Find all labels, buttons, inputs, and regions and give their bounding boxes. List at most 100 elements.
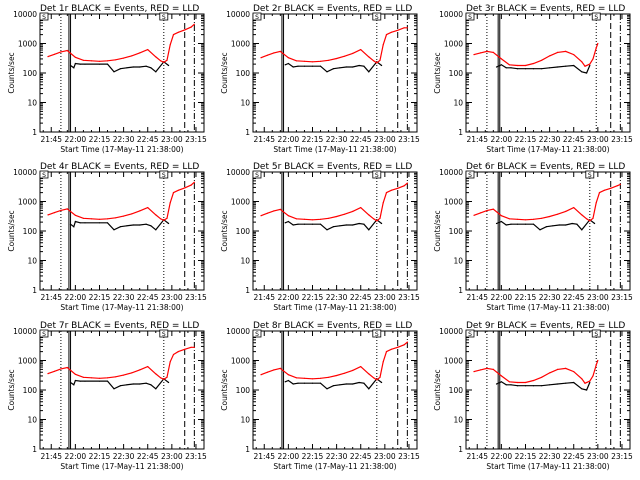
events-point	[549, 384, 551, 386]
lld-point	[139, 52, 141, 54]
events-point	[363, 223, 365, 225]
y-tick-label: 10000	[439, 168, 463, 177]
y-tick-label: 10	[453, 416, 463, 425]
lld-point	[190, 346, 192, 348]
x-tick-label: 22:15	[89, 293, 111, 302]
lld-point	[589, 220, 591, 222]
y-tick-label: 10	[27, 257, 37, 266]
x-tick-label: 22:15	[89, 452, 111, 461]
x-axis-label: Start Time (17-May-11 21:38:00)	[273, 462, 396, 471]
lld-point	[177, 31, 179, 33]
lld-point	[328, 376, 330, 378]
events-point	[126, 225, 128, 227]
lld-point	[524, 381, 527, 384]
events-point	[500, 381, 502, 383]
events-point	[552, 225, 554, 227]
events-point	[297, 223, 299, 225]
lld-point	[376, 379, 378, 381]
x-axis-label: Start Time (17-May-11 21:38:00)	[60, 462, 183, 471]
events-point	[326, 71, 328, 73]
events-point	[363, 382, 365, 384]
lld-point	[147, 366, 149, 368]
lld-point	[74, 56, 76, 58]
lld-point	[492, 51, 494, 54]
lld-point	[66, 49, 68, 52]
y-tick-label: 10	[240, 257, 250, 266]
events-series-line	[70, 60, 169, 73]
lld-point	[169, 202, 171, 204]
x-tick-label: 22:15	[515, 135, 537, 144]
lld-point	[336, 215, 338, 218]
events-point	[113, 388, 115, 390]
y-tick-label: 10000	[439, 10, 463, 19]
lld-point	[47, 373, 49, 375]
flag-label: S	[468, 172, 472, 179]
events-point	[74, 220, 76, 223]
lld-point	[382, 361, 384, 363]
lld-point	[403, 344, 405, 346]
y-tick-label: 100	[449, 227, 464, 236]
flag-label: S	[162, 331, 166, 338]
lld-point	[492, 368, 494, 370]
lld-point	[603, 189, 605, 191]
lld-point	[273, 369, 275, 371]
x-tick-label: 22:30	[113, 452, 135, 461]
y-tick-label: 1	[458, 286, 463, 295]
y-tick-label: 1000	[18, 357, 37, 366]
lld-point	[155, 214, 157, 216]
events-point	[505, 384, 507, 386]
lld-point	[328, 217, 330, 219]
events-point	[589, 381, 591, 384]
lld-point	[266, 54, 269, 56]
lld-point	[266, 212, 269, 214]
events-point	[319, 223, 322, 225]
lld-point	[47, 214, 49, 216]
events-point	[594, 222, 596, 225]
flag-label: S	[375, 14, 379, 21]
y-axis-label: Counts/sec	[220, 52, 229, 93]
lld-point	[406, 27, 408, 29]
y-tick-label: 1000	[444, 357, 463, 366]
lld-point	[163, 61, 165, 63]
events-point	[586, 389, 588, 391]
lld-point	[53, 53, 56, 55]
events-point	[516, 223, 519, 225]
x-tick-label: 22:45	[350, 135, 372, 144]
x-tick-label: 23:15	[185, 452, 207, 461]
lld-point	[160, 218, 162, 220]
lld-point	[344, 213, 346, 215]
events-point	[145, 223, 147, 225]
flag-label: S	[255, 331, 259, 338]
events-point	[381, 64, 383, 67]
y-tick-label: 1000	[18, 40, 37, 49]
events-point	[98, 380, 101, 382]
y-tick-label: 10000	[226, 10, 250, 19]
lld-point	[549, 55, 551, 57]
x-axis-label: Start Time (17-May-11 21:38:00)	[273, 145, 396, 154]
events-point	[292, 383, 294, 385]
lld-point	[60, 51, 62, 53]
events-point	[284, 222, 286, 224]
lld-point	[303, 218, 306, 220]
lld-series-line	[47, 23, 195, 63]
events-point	[150, 384, 152, 386]
events-point	[586, 72, 588, 74]
lld-point	[581, 61, 583, 63]
flag-box	[591, 12, 601, 21]
events-point	[145, 65, 147, 67]
lld-point	[60, 209, 62, 211]
x-tick-label: 23:00	[374, 452, 396, 461]
lld-point	[166, 217, 168, 219]
events-point	[155, 388, 157, 390]
lld-point	[595, 364, 597, 366]
lld-point	[557, 368, 559, 370]
events-point	[150, 225, 152, 227]
lld-point	[368, 214, 370, 216]
lld-point	[385, 34, 388, 36]
y-tick-label: 1	[458, 445, 463, 454]
lld-point	[557, 51, 559, 54]
lld-point	[172, 353, 175, 356]
y-tick-label: 1000	[444, 198, 463, 207]
events-point	[168, 381, 170, 384]
panel-title: Det 8r BLACK = Events, RED = LLD	[253, 321, 412, 331]
